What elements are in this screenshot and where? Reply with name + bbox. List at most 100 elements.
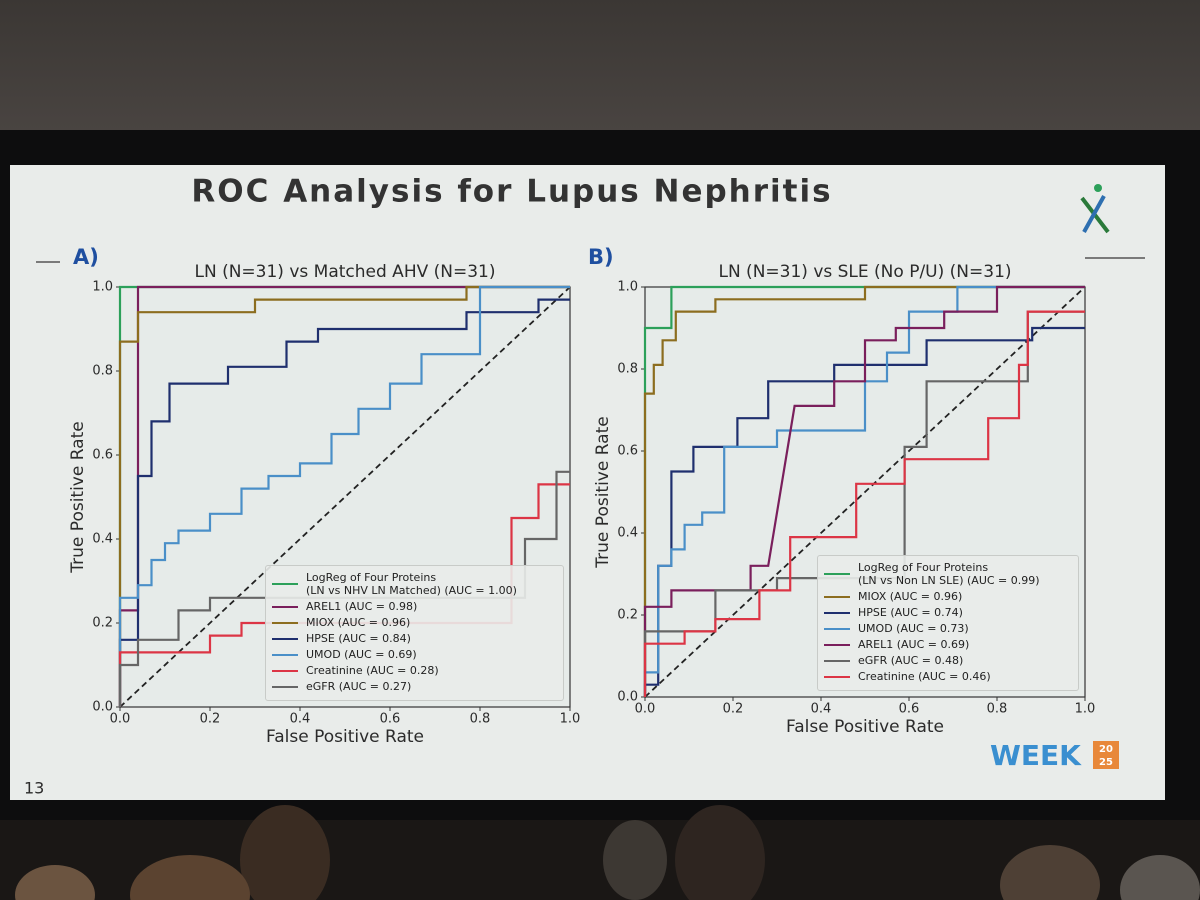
head	[1000, 845, 1100, 900]
x-tick-label: 0.4	[811, 702, 832, 717]
y-tick-label: 0.4	[617, 526, 638, 541]
legend-label: HPSE (AUC = 0.74)	[858, 606, 963, 619]
roc-curve	[118, 483, 570, 707]
y-tick-label: 0.2	[92, 616, 113, 631]
legend-swatch	[272, 685, 298, 688]
legend-entry: AREL1 (AUC = 0.98)	[272, 600, 557, 613]
legend-swatch	[272, 637, 298, 640]
roc-curve	[118, 285, 570, 707]
logo-badge	[1093, 741, 1119, 769]
chart-title: LN (N=31) vs Matched AHV (N=31)	[194, 262, 495, 282]
x-tick-label: 1.0	[560, 712, 581, 727]
logo-year: 20	[1099, 744, 1113, 755]
legend-label: Creatinine (AUC = 0.28)	[306, 664, 439, 677]
head	[603, 820, 667, 900]
legend-entry: UMOD (AUC = 0.73)	[824, 622, 1072, 635]
legend-swatch	[824, 627, 850, 630]
chance-line	[644, 286, 1086, 698]
legend-entry: LogReg of Four Proteins (LN vs NHV LN Ma…	[272, 571, 557, 597]
chance-line	[119, 286, 571, 708]
head	[15, 865, 95, 900]
legend-entry: UMOD (AUC = 0.69)	[272, 648, 557, 661]
roc-curve	[643, 285, 1085, 697]
legend-swatch	[824, 573, 850, 575]
legend-label: AREL1 (AUC = 0.69)	[858, 638, 970, 651]
y-tick-label: 1.0	[617, 280, 638, 295]
legend-swatch	[824, 675, 850, 678]
head	[1120, 855, 1200, 900]
legend-swatch	[272, 605, 298, 608]
roc-curve	[118, 285, 570, 707]
x-tick-label: 0.0	[635, 702, 656, 717]
legend-entry: HPSE (AUC = 0.74)	[824, 606, 1072, 619]
roc-curve	[643, 285, 1085, 697]
legend-swatch	[824, 643, 850, 646]
y-tick-label: 0.2	[617, 608, 638, 623]
x-tick-label: 0.2	[723, 702, 744, 717]
logo-x	[1080, 184, 1110, 234]
logo-year: 25	[1099, 757, 1113, 768]
x-tick-label: 1.0	[1075, 702, 1096, 717]
legend-entry: MIOX (AUC = 0.96)	[272, 616, 557, 629]
legend-entry: AREL1 (AUC = 0.69)	[824, 638, 1072, 651]
legend-label: LogReg of Four Proteins (LN vs Non LN SL…	[858, 561, 1040, 587]
legend-label: LogReg of Four Proteins (LN vs NHV LN Ma…	[306, 571, 517, 597]
logo-dot	[1094, 184, 1102, 192]
legend-swatch	[824, 659, 850, 662]
legend-entry: eGFR (AUC = 0.48)	[824, 654, 1072, 667]
roc-curve	[643, 310, 1085, 697]
legend-label: MIOX (AUC = 0.96)	[306, 616, 411, 629]
legend-entry: Creatinine (AUC = 0.28)	[272, 664, 557, 677]
legend-swatch	[272, 583, 298, 585]
chart-title: LN (N=31) vs SLE (No P/U) (N=31)	[718, 262, 1011, 282]
legend-label: UMOD (AUC = 0.69)	[306, 648, 417, 661]
x-axis-label: False Positive Rate	[266, 727, 424, 747]
y-tick-label: 0.8	[617, 362, 638, 377]
legend: LogReg of Four Proteins (LN vs NHV LN Ma…	[265, 565, 564, 701]
y-tick-label: 1.0	[92, 280, 113, 295]
panel-label: B)	[588, 245, 614, 269]
legend-entry: Creatinine (AUC = 0.46)	[824, 670, 1072, 683]
x-tick-label: 0.6	[380, 712, 401, 727]
logo-stroke	[1082, 195, 1106, 233]
y-tick-label: 0.0	[92, 700, 113, 715]
panel-label: A)	[73, 245, 99, 269]
legend-entry: LogReg of Four Proteins (LN vs Non LN SL…	[824, 561, 1072, 587]
legend-label: AREL1 (AUC = 0.98)	[306, 600, 418, 613]
legend-label: UMOD (AUC = 0.73)	[858, 622, 969, 635]
y-tick-label: 0.6	[92, 448, 113, 463]
y-axis-label: True Positive Rate	[593, 416, 613, 568]
wall	[0, 0, 1200, 140]
roc-curve	[643, 285, 1085, 697]
slide-title: ROC Analysis for Lupus Nephritis	[191, 174, 832, 210]
y-axis-label: True Positive Rate	[68, 421, 88, 573]
roc-curve	[118, 298, 570, 707]
x-tick-label: 0.8	[987, 702, 1008, 717]
slide-number: 13	[24, 779, 44, 798]
y-tick-label: 0.0	[617, 690, 638, 705]
x-tick-label: 0.6	[899, 702, 920, 717]
legend-swatch	[272, 653, 298, 656]
legend-entry: eGFR (AUC = 0.27)	[272, 680, 557, 693]
logo-text: WEEK	[990, 739, 1082, 772]
legend-swatch	[272, 621, 298, 624]
head	[675, 805, 765, 900]
roc-curve	[118, 470, 570, 707]
x-tick-label: 0.8	[470, 712, 491, 727]
legend-entry: MIOX (AUC = 0.96)	[824, 590, 1072, 603]
legend-entry: HPSE (AUC = 0.84)	[272, 632, 557, 645]
legend-label: HPSE (AUC = 0.84)	[306, 632, 411, 645]
x-tick-label: 0.4	[290, 712, 311, 727]
x-axis-label: False Positive Rate	[786, 717, 944, 737]
y-tick-label: 0.6	[617, 444, 638, 459]
y-tick-label: 0.4	[92, 532, 113, 547]
legend-swatch	[824, 611, 850, 614]
legend-swatch	[272, 669, 298, 672]
legend-label: Creatinine (AUC = 0.46)	[858, 670, 991, 683]
head	[130, 855, 250, 900]
legend: LogReg of Four Proteins (LN vs Non LN SL…	[817, 555, 1079, 691]
legend-label: eGFR (AUC = 0.27)	[306, 680, 412, 693]
legend-label: eGFR (AUC = 0.48)	[858, 654, 964, 667]
